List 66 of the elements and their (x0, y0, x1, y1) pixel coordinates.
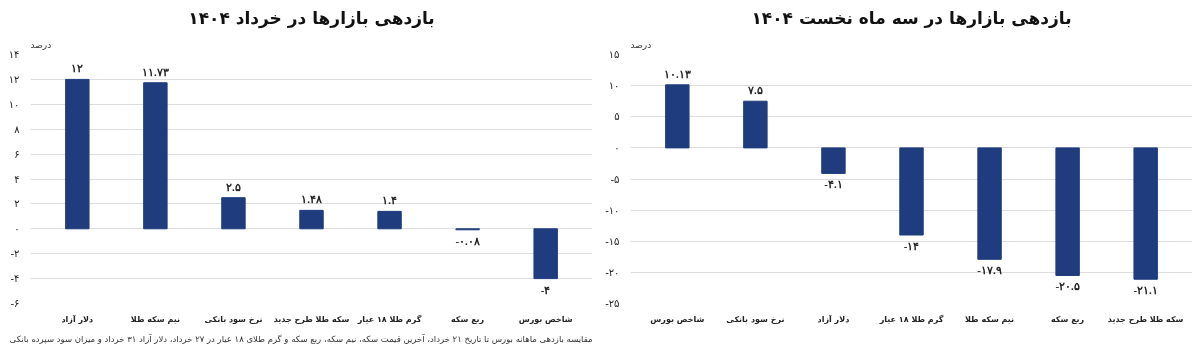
x-tick-label: گرم طلا ۱۸ عیار (878, 313, 944, 324)
y-tick-label: -۲۰ (605, 266, 620, 278)
chart-title: بازدهی بازارها در خرداد ۱۴۰۴ (188, 7, 435, 29)
bar (65, 78, 90, 230)
y-tick-label: ۱۵ (608, 49, 620, 60)
bar (665, 84, 690, 149)
bar (1133, 147, 1158, 280)
bar (143, 82, 168, 230)
y-tick-label: ۴ (14, 173, 20, 185)
y-tick-label: -۲ (10, 248, 20, 260)
x-tick-label: نیم سکه طلا (130, 314, 180, 324)
y-tick-label: ۸ (14, 123, 21, 135)
bar (1055, 147, 1080, 276)
bar (977, 147, 1002, 260)
x-tick-label: دلار آزاد (817, 313, 850, 324)
y-axis-title: درصد (30, 39, 52, 50)
data-label: ۱۱.۷۳ (142, 65, 169, 78)
data-label: -۲۱.۱ (1133, 284, 1158, 297)
text: مقایسه بازدهی ماهانه بورس تا تاریخ ۲۱ خرداد، آخرین قیمت سکه، نیم سکه، ربع سکه و گرم طلای ۱۸ عیار در ۲۷ خرداد، دلار آزاد ۳۱ خرداد و میزان سود سپرده بانکی (9, 332, 593, 345)
bar (899, 147, 924, 236)
x-tick-label: گرم طلا ۱۸ عیار (356, 313, 422, 324)
y-tick-label: ۱۰ (8, 98, 20, 110)
y-tick-label: ۶ (14, 148, 20, 160)
data-label: ۲.۵ (226, 180, 241, 193)
y-tick-label: -۲۵ (605, 298, 620, 309)
data-label: ۷.۵ (747, 84, 763, 97)
bar (743, 100, 768, 149)
y-tick-label: ۰ (14, 223, 20, 235)
y-axis-title: درصد (630, 39, 652, 50)
y-tick-label: -۱۰ (605, 204, 620, 216)
x-tick-label: دلار آزاد (61, 313, 94, 324)
x-tick-label: سکه طلا طرح جدید (273, 314, 350, 324)
bar (299, 209, 324, 230)
y-tick-label: ۲ (14, 198, 20, 210)
data-label: -۱۷.۹ (977, 264, 1002, 277)
y-tick-label: ۱۴ (8, 49, 20, 60)
y-tick-label: -۶ (10, 298, 20, 309)
y-tick-label: ۵ (614, 111, 620, 123)
y-tick-label: ۰ (614, 142, 620, 154)
data-label: ۱.۴ (382, 194, 397, 207)
data-label: -۴.۱ (824, 178, 843, 191)
data-label: ۱.۴۸ (301, 193, 322, 206)
x-tick-label: نرخ سود بانکی (726, 314, 785, 324)
bar (377, 210, 402, 230)
y-tick-label: -۵ (610, 173, 620, 185)
x-tick-label: شاخص بورس (518, 314, 573, 325)
chart-title: بازدهی بازارها در سه ماه نخست ۱۴۰۴ (751, 7, 1072, 28)
data-label: ۱۲ (71, 62, 84, 75)
x-tick-label: ربع سکه (1051, 314, 1085, 324)
bar (221, 197, 246, 230)
y-tick-label: -۱۵ (605, 235, 620, 247)
y-tick-label: ۱۰ (608, 80, 620, 92)
x-tick-label: نیم سکه طلا (965, 314, 1015, 324)
x-tick-label: شاخص بورس (650, 314, 705, 325)
bar (533, 228, 558, 280)
data-label: ۱۰.۱۳ (663, 67, 691, 80)
data-label: -۲۰.۵ (1055, 280, 1080, 293)
x-tick-label: نرخ سود بانکی (204, 314, 263, 324)
data-label: -۴ (540, 283, 551, 296)
x-tick-label: سکه طلا طرح جدید (1107, 314, 1184, 324)
data-label: -۱۴ (903, 240, 920, 253)
data-label: -۰.۰۸ (455, 234, 480, 247)
bar (821, 147, 846, 174)
y-tick-label: -۴ (10, 273, 20, 285)
y-tick-label: ۱۲ (8, 73, 20, 85)
x-tick-label: ربع سکه (451, 314, 485, 324)
